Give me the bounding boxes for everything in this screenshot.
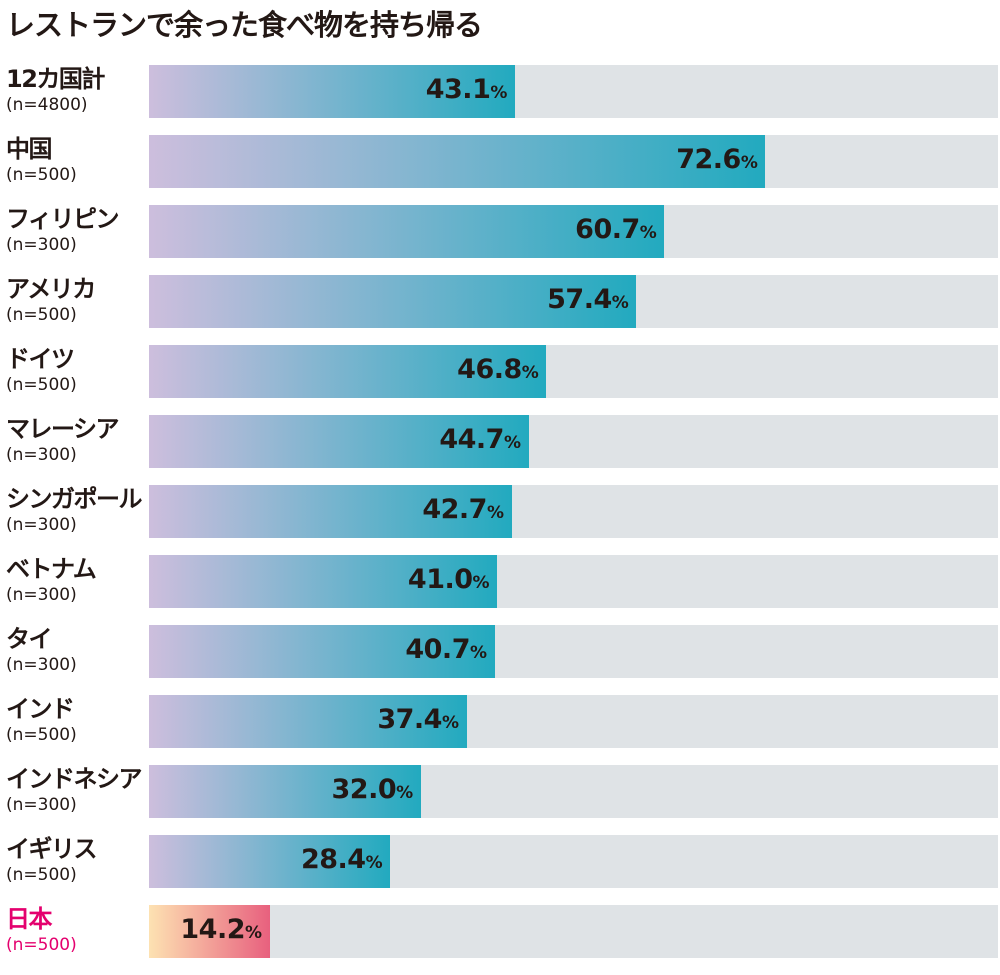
bar-track: 28.4% — [149, 835, 998, 888]
value-label: 43.1% — [425, 74, 508, 105]
category-label: インドネシア — [6, 765, 143, 793]
bar: 57.4% — [149, 275, 637, 328]
category-label: フィリピン — [6, 205, 120, 233]
category-label: ベトナム — [6, 555, 97, 583]
bar-row: 中国 (n=500) 72.6% — [0, 135, 1000, 205]
category-label: アメリカ — [6, 275, 96, 303]
percent-unit: % — [639, 223, 657, 243]
bar: 40.7% — [149, 625, 495, 678]
percent-unit: % — [472, 573, 490, 593]
sample-size-label: (n=500) — [6, 165, 77, 185]
category-label: シンガポール — [6, 485, 143, 513]
bar-track: 57.4% — [149, 275, 998, 328]
percent-unit: % — [486, 503, 504, 523]
value-label: 40.7% — [405, 634, 487, 665]
percent-unit: % — [441, 713, 459, 733]
sample-size-label: (n=300) — [6, 445, 77, 465]
value-label: 28.4% — [300, 844, 383, 875]
bar-row: イギリス (n=500) 28.4% — [0, 835, 1000, 905]
value-label: 44.7% — [439, 424, 521, 455]
percent-unit: % — [503, 433, 521, 453]
bar-row: ドイツ (n=500) 46.8% — [0, 345, 1000, 415]
bar-track: 46.8% — [149, 345, 998, 398]
bar-row: インドネシア (n=300) 32.0% — [0, 765, 1000, 835]
value-label: 42.7% — [422, 494, 504, 525]
value-label: 32.0% — [331, 774, 414, 805]
category-label: タイ — [6, 625, 53, 653]
bar-track: 60.7% — [149, 205, 998, 258]
sample-size-label: (n=500) — [6, 725, 77, 745]
value-label: 60.7% — [575, 214, 657, 245]
bar-track: 43.1% — [149, 65, 998, 118]
value-label: 37.4% — [377, 704, 459, 735]
percent-unit: % — [365, 853, 383, 873]
bar: 46.8% — [149, 345, 547, 398]
percent-unit: % — [740, 153, 758, 173]
bar: 43.1% — [149, 65, 515, 118]
bar: 14.2% — [149, 905, 270, 958]
category-label: 日本 — [6, 905, 53, 933]
value-label: 72.6% — [676, 144, 758, 175]
bar-track: 40.7% — [149, 625, 998, 678]
sample-size-label: (n=500) — [6, 305, 77, 325]
sample-size-label: (n=500) — [6, 375, 77, 395]
percent-unit: % — [611, 293, 629, 313]
value-label: 41.0% — [407, 564, 490, 595]
percent-unit: % — [490, 83, 507, 103]
bar: 28.4% — [149, 835, 391, 888]
bar-track: 42.7% — [149, 485, 998, 538]
bar-row: 12カ国計 (n=4800) 43.1% — [0, 65, 1000, 135]
category-label: イギリス — [6, 835, 98, 863]
category-label: ドイツ — [6, 345, 75, 373]
category-label: マレーシア — [6, 415, 120, 443]
bar-track: 32.0% — [149, 765, 998, 818]
bar: 72.6% — [149, 135, 766, 188]
bar-track: 41.0% — [149, 555, 998, 608]
bar-row: マレーシア (n=300) 44.7% — [0, 415, 1000, 485]
bar-track: 37.4% — [149, 695, 998, 748]
category-label: 中国 — [6, 135, 53, 163]
percent-unit: % — [521, 363, 539, 383]
sample-size-label: (n=500) — [6, 865, 77, 885]
bar: 60.7% — [149, 205, 665, 258]
sample-size-label: (n=500) — [6, 935, 77, 955]
bar-row: フィリピン (n=300) 60.7% — [0, 205, 1000, 275]
bar: 37.4% — [149, 695, 467, 748]
sample-size-label: (n=300) — [6, 655, 77, 675]
value-label: 14.2% — [180, 914, 262, 945]
sample-size-label: (n=300) — [6, 795, 77, 815]
bar: 42.7% — [149, 485, 512, 538]
bar-row: ベトナム (n=300) 41.0% — [0, 555, 1000, 625]
value-label: 46.8% — [457, 354, 539, 385]
chart-title: レストランで余った食べ物を持ち帰る — [6, 8, 483, 42]
category-label: インド — [6, 695, 75, 723]
sample-size-label: (n=300) — [6, 235, 77, 255]
bar-track: 72.6% — [149, 135, 998, 188]
bar-track: 44.7% — [149, 415, 998, 468]
sample-size-label: (n=300) — [6, 515, 77, 535]
bar-track: 14.2% — [149, 905, 998, 958]
category-label: 12カ国計 — [6, 65, 105, 93]
bar-row: シンガポール (n=300) 42.7% — [0, 485, 1000, 555]
bar-row: インド (n=500) 37.4% — [0, 695, 1000, 765]
percent-unit: % — [396, 783, 413, 803]
value-label: 57.4% — [547, 284, 629, 315]
bar: 32.0% — [149, 765, 421, 818]
bar: 41.0% — [149, 555, 498, 608]
bar-row: アメリカ (n=500) 57.4% — [0, 275, 1000, 345]
bar-row: 日本 (n=500) 14.2% — [0, 905, 1000, 975]
sample-size-label: (n=300) — [6, 585, 77, 605]
bar-row: タイ (n=300) 40.7% — [0, 625, 1000, 695]
percent-unit: % — [245, 923, 262, 943]
percent-unit: % — [469, 643, 487, 663]
bar: 44.7% — [149, 415, 529, 468]
sample-size-label: (n=4800) — [6, 95, 88, 115]
